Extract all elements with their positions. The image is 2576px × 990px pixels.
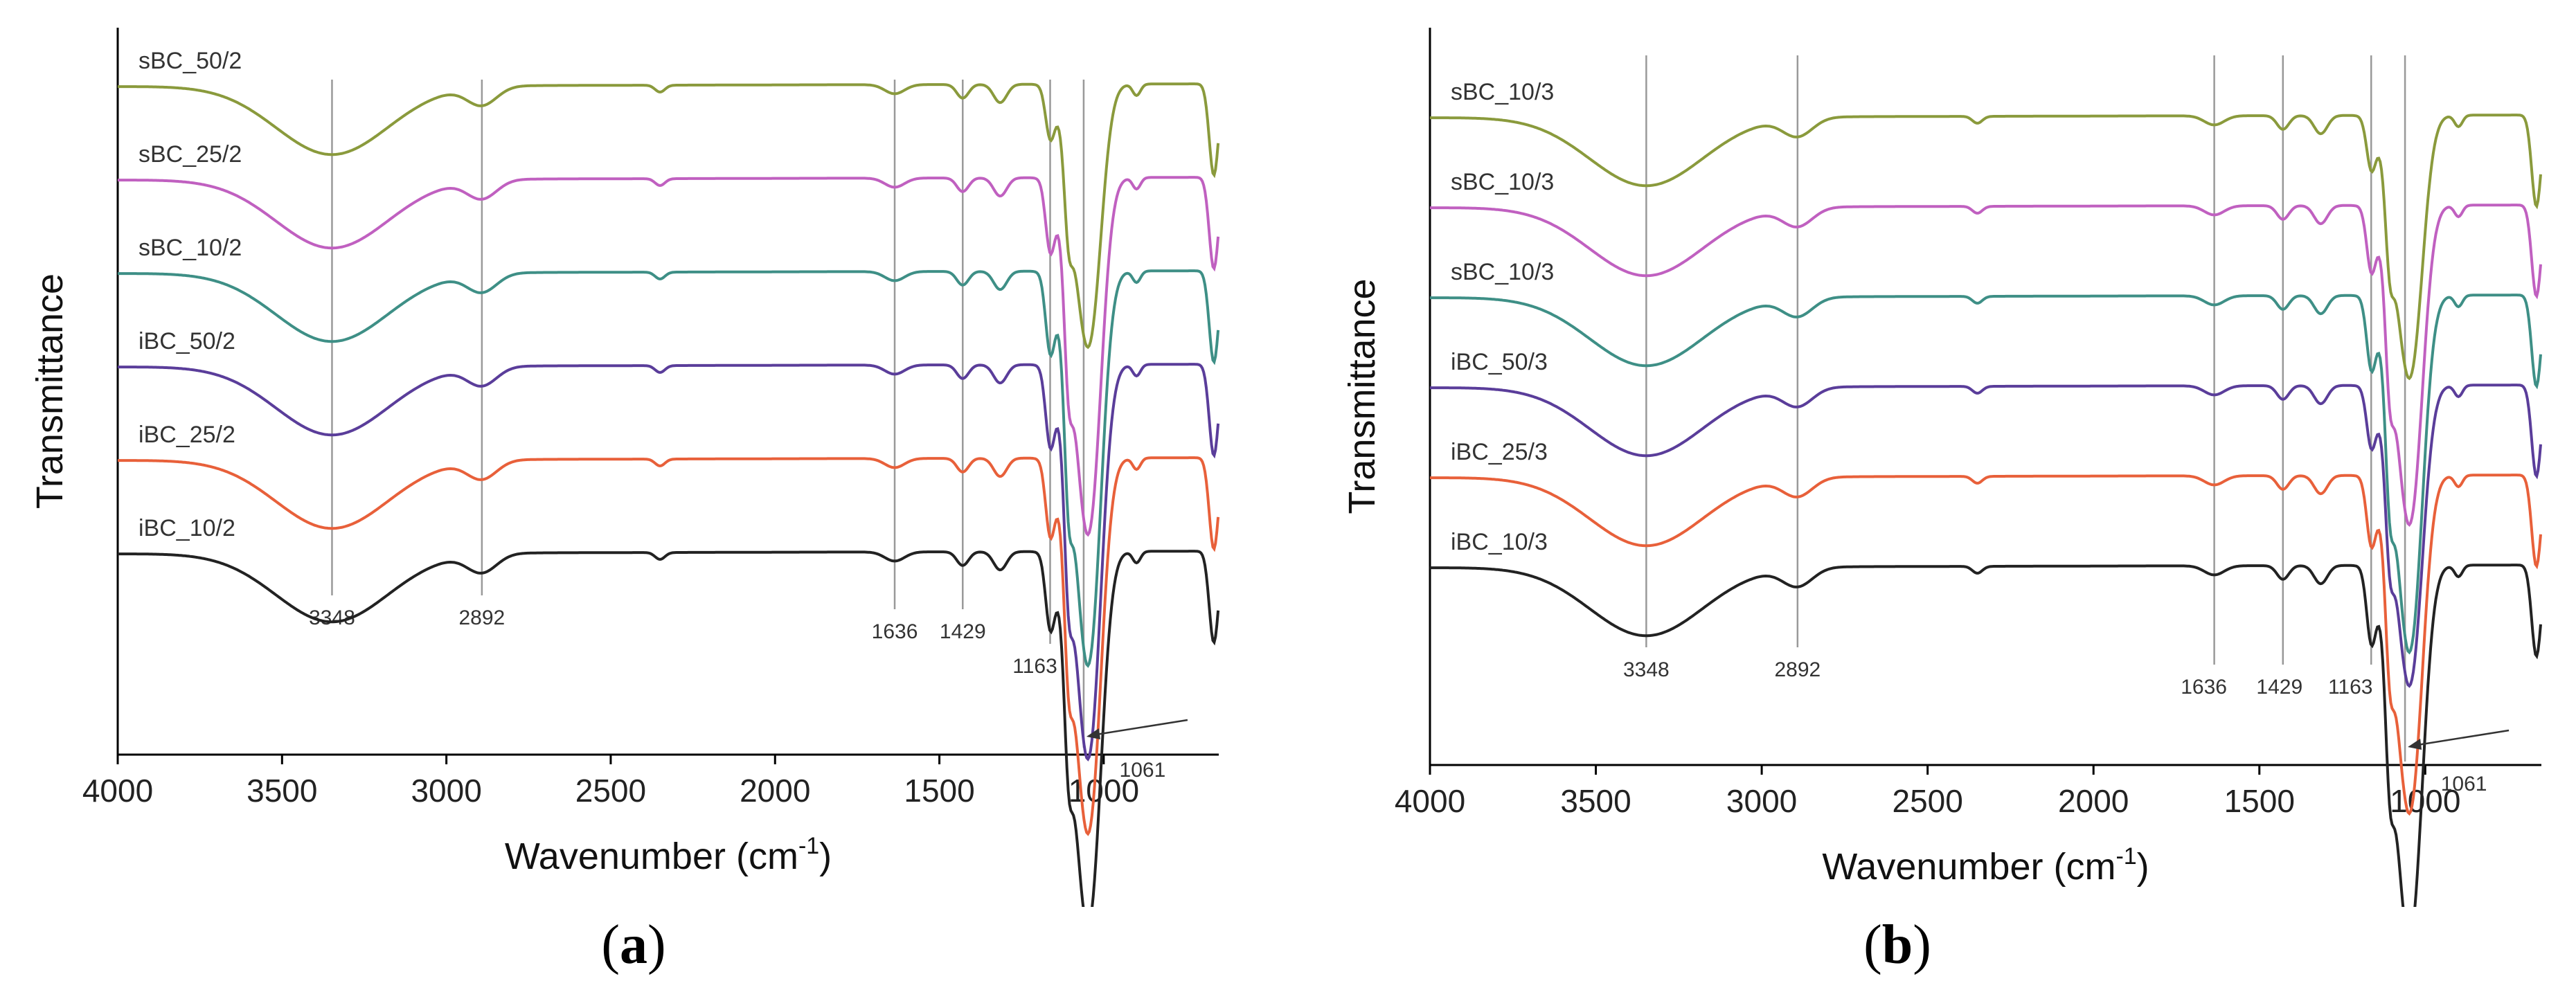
- spectrum-line: [1430, 204, 2542, 528]
- x-tick-label: 2500: [1892, 783, 1962, 819]
- series-label: iBC_50/3: [1451, 349, 1548, 375]
- spectrum-line: [1430, 474, 2542, 816]
- x-tick-label: 4000: [1395, 783, 1465, 819]
- peak-label: 2892: [459, 606, 506, 629]
- series-label: sBC_10/3: [1451, 169, 1554, 195]
- x-tick-label: 3500: [1560, 783, 1631, 819]
- panel-label-a: (a): [601, 915, 666, 975]
- peak-label: 1429: [940, 620, 986, 643]
- peak-label: 3348: [1623, 658, 1670, 681]
- series-label: iBC_25/2: [138, 422, 235, 448]
- panel-label-b: (b): [1863, 915, 1931, 975]
- panel-a: 4000 3500 3000 2500 2000 1500 1000 Wavenumber (…: [29, 28, 1220, 975]
- x-tick-label: 3500: [247, 773, 317, 809]
- panel-b: 4000 3500 3000 2500 2000 1500 1000 Wavenumber (…: [1288, 0, 2576, 990]
- peak-label: 1163: [2328, 676, 2373, 699]
- x-tick-label: 1500: [904, 773, 974, 809]
- spectrum-line: [1430, 114, 2542, 381]
- peak-label: 1429: [2256, 676, 2302, 699]
- x-tick-label: 2000: [740, 773, 810, 809]
- spectrum-line: [118, 269, 1220, 668]
- series-label: sBC_50/2: [138, 48, 242, 74]
- x-tick-label: 1500: [2224, 783, 2295, 819]
- ftir-chart-b: 4000 3500 3000 2500 2000 1500 1000 Wavenumber (…: [1341, 28, 2542, 907]
- x-tick-label: 3000: [411, 773, 481, 809]
- peak-label: 1163: [1012, 655, 1057, 678]
- series-label: sBC_10/3: [1451, 259, 1554, 285]
- series-label: sBC_25/2: [138, 141, 242, 168]
- peak-label: 1636: [2181, 676, 2227, 699]
- spectrum-line: [1430, 294, 2542, 655]
- series-label: iBC_10/2: [138, 515, 235, 541]
- y-axis-title: Transmittance: [29, 273, 71, 509]
- x-tick-label: 1000: [2390, 783, 2460, 819]
- peak-arrow-head: [2408, 739, 2422, 750]
- y-axis-title: Transmittance: [1341, 278, 1383, 514]
- x-tick-label: 4000: [82, 773, 153, 809]
- peak-arrow: [1091, 719, 1188, 737]
- spectrum-line: [118, 82, 1220, 350]
- series-label: iBC_25/3: [1451, 439, 1548, 465]
- series-label: iBC_50/2: [138, 328, 235, 354]
- spectrum-line: [118, 176, 1220, 537]
- series-label: sBC_10/3: [1451, 79, 1554, 105]
- peak-arrow: [2413, 729, 2510, 747]
- x-tick-label: 2500: [575, 773, 646, 809]
- series-label: iBC_10/3: [1451, 529, 1548, 555]
- peak-label: 1061: [1120, 759, 1166, 782]
- x-axis-title: Wavenumber (cm-1): [505, 833, 832, 877]
- series-label: sBC_10/2: [138, 235, 242, 261]
- spectrum-line: [118, 363, 1220, 762]
- peak-label: 2892: [1774, 658, 1821, 681]
- spectrum-line: [118, 456, 1220, 836]
- peak-label: 1636: [872, 620, 918, 643]
- peak-arrow-head: [1086, 728, 1100, 739]
- spectrum-line: [1430, 564, 2542, 907]
- spectrum-line: [118, 550, 1220, 907]
- peak-label: 1061: [2441, 773, 2487, 795]
- x-tick-label: 3000: [1726, 783, 1797, 819]
- spectrum-line: [1430, 384, 2542, 688]
- x-axis-title: Wavenumber (cm-1): [1822, 843, 2149, 888]
- peak-lines: 3348 2892 1636 1429 1163 1061: [1623, 55, 2487, 795]
- x-tick-label: 2000: [2058, 783, 2129, 819]
